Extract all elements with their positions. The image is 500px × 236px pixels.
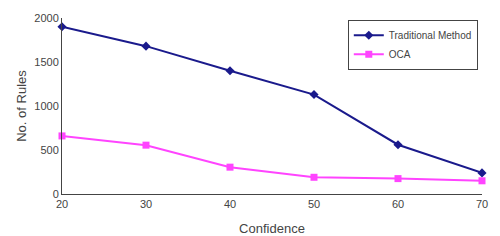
svg-text:50: 50 <box>308 198 320 210</box>
svg-text:60: 60 <box>392 198 404 210</box>
svg-text:1500: 1500 <box>34 56 58 68</box>
svg-text:Confidence: Confidence <box>239 221 305 236</box>
svg-text:30: 30 <box>140 198 152 210</box>
svg-text:0: 0 <box>53 188 59 200</box>
svg-text:Traditional Method: Traditional Method <box>389 30 471 41</box>
svg-text:No. of Rules: No. of Rules <box>14 70 29 142</box>
svg-text:20: 20 <box>56 198 68 210</box>
svg-text:2000: 2000 <box>34 12 58 24</box>
svg-text:70: 70 <box>476 198 488 210</box>
svg-text:OCA: OCA <box>389 49 411 60</box>
svg-text:500: 500 <box>40 144 58 156</box>
svg-text:1000: 1000 <box>34 100 58 112</box>
svg-text:40: 40 <box>224 198 236 210</box>
